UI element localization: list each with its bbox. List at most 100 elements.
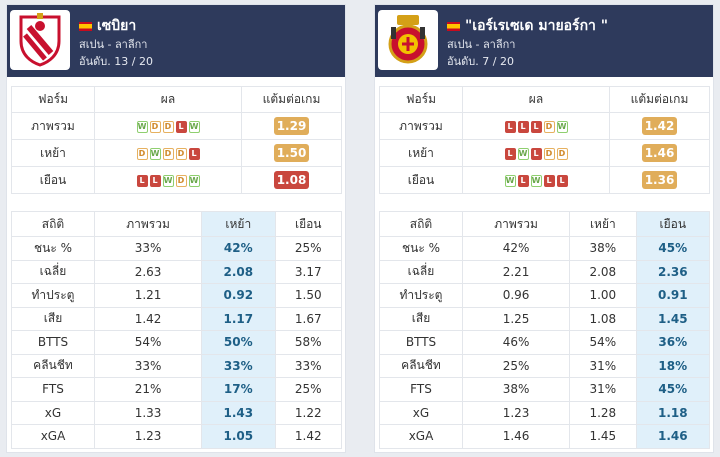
stats-row: BTTS 46% 54% 36% (379, 330, 711, 355)
stats-row: ทำประตู 1.21 0.92 1.50 (11, 283, 342, 308)
stats-value: 1.17 (201, 306, 276, 331)
stats-value: 1.22 (274, 400, 342, 425)
form-header: ฟอร์ม (379, 86, 463, 113)
stats-header: เหย้า (201, 211, 276, 237)
stats-value: 1.42 (274, 424, 342, 449)
team-name[interactable]: "เอร์เรเซเด มายอร์กา " (447, 15, 608, 37)
stats-label: ชนะ % (11, 236, 95, 261)
stats-value: 18% (635, 353, 711, 378)
stats-value: 2.21 (461, 259, 571, 284)
form-result-chip: L (504, 120, 516, 133)
stats-value: 33% (201, 353, 276, 378)
stats-table: สถิติ ภาพรวม เหย้า เยือน ชนะ % 33% 42% 25% เฉลี่… (11, 211, 342, 449)
stats-value: 2.36 (635, 259, 711, 284)
stats-value: 33% (93, 353, 203, 378)
spain-flag-icon (79, 21, 92, 31)
form-result-chip: W (188, 120, 200, 133)
result-header: ผล (94, 86, 242, 113)
stats-value: 1.28 (569, 400, 637, 425)
stats-label: BTTS (11, 330, 95, 355)
country-league[interactable]: สเปน - ลาลีกา (79, 38, 148, 51)
stats-row: เฉลี่ย 2.63 2.08 3.17 (11, 259, 342, 284)
ppg-header: แต้มต่อเกม (609, 86, 710, 113)
stats-header: เยือน (635, 211, 711, 237)
stats-value: 25% (274, 377, 342, 402)
stats-value: 54% (93, 330, 203, 355)
stats-value: 31% (569, 353, 637, 378)
form-result-chip: L (149, 174, 161, 187)
form-result-chip: D (175, 147, 187, 160)
stats-label: xGA (379, 424, 463, 449)
form-result-chip: L (136, 174, 148, 187)
ppg-cell: 1.29 (241, 112, 342, 140)
form-result-chip: W (136, 120, 148, 133)
stats-header: ภาพรวม (461, 211, 571, 237)
stats-label: xG (11, 400, 95, 425)
form-result-chip: D (543, 120, 555, 133)
sevilla-crest-icon[interactable] (10, 10, 70, 70)
form-result-chip: D (162, 120, 174, 133)
stats-value: 1.42 (93, 306, 203, 331)
stats-label: ทำประตู (379, 283, 463, 308)
stats-value: 1.46 (461, 424, 571, 449)
form-result-chip: W (504, 174, 516, 187)
league-rank: อันดับ. 7 / 20 (447, 55, 514, 68)
stats-value: 25% (461, 353, 571, 378)
stats-label: ชนะ % (379, 236, 463, 261)
stats-header: ภาพรวม (93, 211, 203, 237)
stats-value: 50% (201, 330, 276, 355)
stats-value: 0.91 (635, 283, 711, 308)
ppg-badge: 1.36 (641, 171, 678, 189)
stats-value: 33% (274, 353, 342, 378)
stats-value: 1.43 (201, 400, 276, 425)
stats-value: 0.92 (201, 283, 276, 308)
stats-value: 1.67 (274, 306, 342, 331)
stats-row: BTTS 54% 50% 58% (11, 330, 342, 355)
stats-label: xGA (11, 424, 95, 449)
stats-row: xG 1.23 1.28 1.18 (379, 400, 711, 425)
stats-label: เสีย (379, 306, 463, 331)
stats-value: 21% (93, 377, 203, 402)
stats-label: เสีย (11, 306, 95, 331)
stats-value: 45% (635, 236, 711, 261)
ppg-cell: 1.46 (609, 139, 710, 167)
form-result-chip: L (175, 120, 187, 133)
country-league[interactable]: สเปน - ลาลีกา (447, 38, 516, 51)
form-result-chip: D (543, 147, 555, 160)
stats-label: เฉลี่ย (379, 259, 463, 284)
stats-table: สถิติ ภาพรวม เหย้า เยือน ชนะ % 42% 38% 45% เฉลี่… (379, 211, 711, 449)
team-name[interactable]: เซบิยา (79, 15, 136, 37)
stats-value: 1.45 (569, 424, 637, 449)
form-result-chip: D (136, 147, 148, 160)
form-row-label: ภาพรวม (379, 112, 463, 140)
stats-label: BTTS (379, 330, 463, 355)
form-result-chip: L (517, 174, 529, 187)
form-result-chip: D (149, 120, 161, 133)
form-result-chip: W (556, 120, 568, 133)
stats-row: เสีย 1.25 1.08 1.45 (379, 306, 711, 331)
mallorca-crest-icon[interactable] (378, 10, 438, 70)
form-row-label: ภาพรวม (11, 112, 95, 140)
stats-value: 42% (461, 236, 571, 261)
stats-label: เฉลี่ย (11, 259, 95, 284)
ppg-badge: 1.46 (641, 144, 678, 162)
stats-value: 1.21 (93, 283, 203, 308)
ppg-badge: 1.08 (273, 171, 310, 189)
stats-label: FTS (11, 377, 95, 402)
form-result-chip: D (162, 147, 174, 160)
stats-row: FTS 21% 17% 25% (11, 377, 342, 402)
form-result-chip: D (175, 174, 187, 187)
stats-value: 0.96 (461, 283, 571, 308)
stats-value: 2.08 (569, 259, 637, 284)
league-rank: อันดับ. 13 / 20 (79, 55, 153, 68)
stats-row: คลีนชีท 25% 31% 18% (379, 353, 711, 378)
stats-label: คลีนชีท (379, 353, 463, 378)
